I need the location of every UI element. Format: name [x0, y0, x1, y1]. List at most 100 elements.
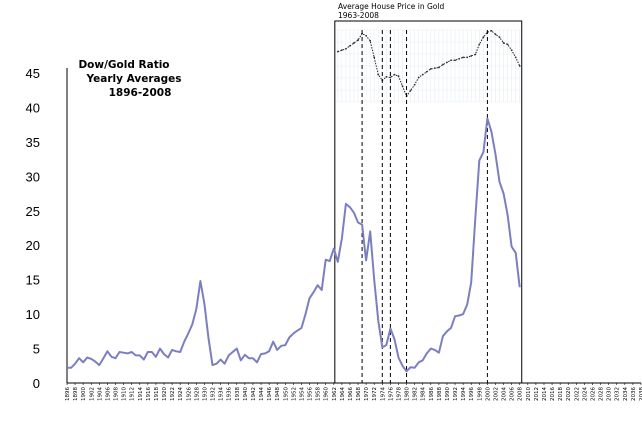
x-tick-label: 1914	[138, 387, 144, 401]
x-tick-label: 2014	[542, 387, 548, 401]
x-tick-label: 1990	[445, 387, 451, 401]
x-tick-label: 2024	[582, 387, 588, 401]
x-tick-label: 1910	[122, 387, 128, 401]
house-price-point	[401, 85, 404, 88]
y-tick-label: 0	[33, 376, 40, 391]
x-tick-label: 1928	[194, 387, 200, 401]
x-tick-label: 1902	[89, 387, 95, 401]
inset-period: 1963-2008	[338, 11, 379, 20]
y-tick-label: 10	[26, 307, 40, 322]
x-tick-label: 2016	[550, 387, 556, 401]
inset-house-price-chart	[334, 29, 522, 103]
house-price-point	[454, 59, 456, 62]
house-price-point	[417, 76, 420, 79]
x-tick-label: 1960	[324, 387, 330, 401]
x-tick-label: 1984	[421, 387, 427, 401]
house-price-point	[433, 67, 436, 70]
house-price-point	[478, 43, 481, 46]
house-price-point	[482, 36, 485, 39]
x-tick-label: 1904	[97, 387, 103, 401]
x-tick-label: 1898	[73, 387, 79, 401]
x-tick-label: 1940	[243, 387, 249, 401]
house-price-point	[462, 56, 465, 59]
house-price-point	[340, 49, 343, 52]
x-tick-label: 1970	[364, 387, 370, 401]
y-axis-ticks: 0 5 10 15 20 25 30 35 40 45	[26, 66, 40, 391]
y-tick-label: 30	[26, 169, 40, 184]
house-price-gold-line	[337, 30, 521, 98]
house-price-point	[474, 53, 477, 56]
x-tick-label: 1982	[413, 387, 419, 401]
y-tick-label: 20	[26, 238, 40, 253]
x-tick-label: 1948	[275, 387, 281, 401]
house-price-point	[502, 42, 505, 44]
x-tick-label: 2018	[558, 387, 564, 401]
x-tick-label: 1966	[348, 387, 354, 401]
house-price-point	[442, 63, 444, 66]
x-tick-label: 1900	[81, 387, 87, 401]
x-tick-label: 1956	[308, 387, 314, 401]
house-price-point	[413, 83, 416, 86]
x-tick-label: 2008	[518, 387, 524, 401]
house-price-point	[518, 65, 521, 67]
x-tick-label: 1944	[259, 387, 265, 401]
x-tick-label: 1932	[211, 387, 217, 401]
x-tick-label: 2026	[590, 387, 596, 401]
x-tick-label: 2028	[599, 387, 605, 401]
house-price-point	[450, 59, 452, 62]
x-tick-label: 1998	[477, 387, 483, 401]
house-price-point	[336, 50, 339, 53]
x-tick-label: 2038	[639, 387, 642, 401]
x-tick-label: 1908	[114, 387, 120, 401]
chart-subtitle: Yearly Averages	[86, 73, 182, 85]
x-tick-label: 1912	[130, 387, 136, 401]
x-tick-label: 2032	[615, 387, 621, 401]
x-tick-label: 1950	[283, 387, 289, 401]
x-tick-label: 1996	[469, 387, 475, 401]
x-tick-label: 1934	[219, 387, 225, 401]
house-price-point	[353, 42, 355, 44]
x-tick-label: 2020	[566, 387, 572, 401]
x-tick-label: 1918	[154, 387, 160, 401]
house-price-point	[429, 67, 432, 70]
house-price-point	[506, 43, 509, 46]
house-price-point	[349, 44, 351, 47]
x-tick-label: 2030	[607, 387, 613, 401]
x-tick-label: 1930	[202, 387, 208, 401]
x-axis-ticks: 1896 1898 1900 1902 1904 1906 1908 1910 1912 1914…	[65, 383, 642, 401]
x-tick-label: 1954	[299, 387, 305, 401]
house-price-point	[409, 89, 412, 92]
x-tick-label: 2010	[526, 387, 532, 401]
x-tick-label: 1920	[162, 387, 168, 401]
inset-frame	[334, 20, 523, 384]
house-price-point	[369, 39, 372, 42]
y-tick-label: 25	[26, 204, 40, 219]
house-price-point	[498, 36, 501, 39]
x-tick-label: 1952	[291, 387, 297, 401]
x-tick-label: 1994	[461, 387, 467, 401]
x-tick-label: 1976	[388, 387, 394, 401]
x-tick-label: 2036	[631, 387, 637, 401]
x-tick-label: 1980	[405, 387, 411, 401]
house-price-point	[385, 75, 388, 78]
house-price-point	[397, 75, 400, 77]
x-tick-label: 1922	[170, 387, 176, 401]
x-tick-label: 2034	[623, 387, 629, 401]
y-tick-label: 15	[26, 273, 40, 288]
house-price-point	[446, 61, 448, 64]
y-tick-label: 45	[26, 66, 40, 81]
y-tick-label: 35	[26, 135, 40, 150]
house-price-point	[389, 76, 392, 79]
x-tick-label: 1972	[372, 387, 378, 401]
x-tick-label: 1962	[332, 387, 338, 401]
x-tick-label: 1958	[316, 387, 322, 401]
house-price-point	[373, 56, 376, 59]
chart-title: Dow/Gold Ratio	[78, 59, 169, 71]
y-tick-label: 40	[26, 100, 40, 115]
x-tick-label: 1906	[105, 387, 111, 401]
x-tick-label: 1926	[186, 387, 192, 401]
house-price-point	[510, 49, 513, 52]
inset-title: Average House Price in Gold	[338, 2, 444, 11]
x-tick-label: 2000	[485, 387, 491, 401]
